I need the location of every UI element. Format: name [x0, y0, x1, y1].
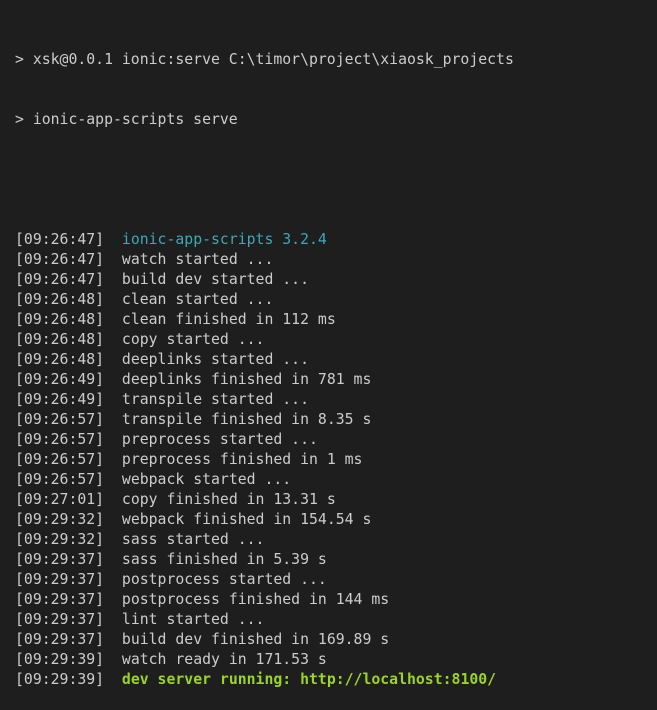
log-line: [09:26:48] copy started ... [15, 330, 514, 350]
timestamp: [09:26:57] [15, 451, 105, 468]
log-line: [09:27:01] copy finished in 13.31 s [15, 490, 514, 510]
timestamp: [09:29:32] [15, 511, 105, 528]
log-message: preprocess started ... [121, 431, 318, 448]
timestamp: [09:26:49] [15, 391, 105, 408]
log-line: [09:26:48] deeplinks started ... [15, 350, 514, 370]
timestamp: [09:29:39] [15, 671, 105, 688]
timestamp: [09:29:37] [15, 551, 105, 568]
log-line: [09:29:32] sass started ... [15, 530, 514, 550]
timestamp: [09:29:37] [15, 611, 105, 628]
log-message: build dev started ... [121, 271, 309, 288]
log-message: postprocess started ... [121, 571, 327, 588]
timestamp: [09:29:37] [15, 631, 105, 648]
log-message: sass started ... [121, 531, 265, 548]
log-line: [09:29:37] sass finished in 5.39 s [15, 550, 514, 570]
timestamp: [09:26:48] [15, 351, 105, 368]
log-line: [09:29:37] lint started ... [15, 610, 514, 630]
timestamp: [09:29:39] [15, 651, 105, 668]
log-message: watch started ... [121, 251, 274, 268]
log-line: [09:29:37] postprocess finished in 144 m… [15, 590, 514, 610]
timestamp: [09:27:01] [15, 491, 105, 508]
log-message: ionic-app-scripts 3.2.4 [121, 231, 327, 248]
timestamp: [09:26:48] [15, 311, 105, 328]
log-message: clean started ... [121, 291, 274, 308]
log-message: copy finished in 13.31 s [121, 491, 336, 508]
timestamp: [09:26:48] [15, 331, 105, 348]
server-url-message: dev server running: http://localhost:810… [121, 671, 497, 688]
command-line: > ionic-app-scripts serve [15, 111, 238, 128]
log-message: webpack finished in 154.54 s [121, 511, 372, 528]
log-line: [09:26:49] deeplinks finished in 781 ms [15, 370, 514, 390]
timestamp: [09:26:57] [15, 411, 105, 428]
timestamp: [09:26:49] [15, 371, 105, 388]
terminal-output: > xsk@0.0.1 ionic:serve C:\timor\project… [15, 10, 514, 710]
log-message: deeplinks finished in 781 ms [121, 371, 372, 388]
log-message: postprocess finished in 144 ms [121, 591, 390, 608]
log-line: [09:26:47] watch started ... [15, 250, 514, 270]
log-message: webpack started ... [121, 471, 292, 488]
timestamp: [09:26:57] [15, 471, 105, 488]
log-line: [09:29:39] dev server running: http://lo… [15, 670, 514, 690]
timestamp: [09:29:37] [15, 571, 105, 588]
log-message: copy started ... [121, 331, 265, 348]
log-message: transpile finished in 8.35 s [121, 411, 372, 428]
log-line: [09:26:47] ionic-app-scripts 3.2.4 [15, 230, 514, 250]
command-line: > xsk@0.0.1 ionic:serve C:\timor\project… [15, 51, 514, 68]
log-line: [09:29:37] build dev finished in 169.89 … [15, 630, 514, 650]
log-line: [09:26:57] transpile finished in 8.35 s [15, 410, 514, 430]
log-message: watch ready in 171.53 s [121, 651, 327, 668]
log-message: preprocess finished in 1 ms [121, 451, 363, 468]
log-line: [09:26:57] webpack started ... [15, 470, 514, 490]
log-message: lint started ... [121, 611, 265, 628]
log-line: [09:26:47] build dev started ... [15, 270, 514, 290]
timestamp: [09:26:47] [15, 271, 105, 288]
log-line: [09:26:57] preprocess started ... [15, 430, 514, 450]
log-line: [09:29:39] watch ready in 171.53 s [15, 650, 514, 670]
log-line: [09:26:48] clean started ... [15, 290, 514, 310]
log-line: [09:26:49] transpile started ... [15, 390, 514, 410]
timestamp: [09:29:37] [15, 591, 105, 608]
log-line: [09:26:57] preprocess finished in 1 ms [15, 450, 514, 470]
timestamp: [09:26:57] [15, 431, 105, 448]
log-lines: [09:26:47] ionic-app-scripts 3.2.4 [09:26… [15, 230, 514, 690]
log-message: sass finished in 5.39 s [121, 551, 327, 568]
timestamp: [09:29:32] [15, 531, 105, 548]
timestamp: [09:26:47] [15, 231, 105, 248]
log-line: [09:26:48] clean finished in 112 ms [15, 310, 514, 330]
log-message: deeplinks started ... [121, 351, 309, 368]
log-line: [09:29:32] webpack finished in 154.54 s [15, 510, 514, 530]
timestamp: [09:26:47] [15, 251, 105, 268]
log-message: clean finished in 112 ms [121, 311, 336, 328]
log-message: transpile started ... [121, 391, 309, 408]
log-line: [09:29:37] postprocess started ... [15, 570, 514, 590]
blank-line [15, 170, 514, 190]
log-message: build dev finished in 169.89 s [121, 631, 390, 648]
timestamp: [09:26:48] [15, 291, 105, 308]
